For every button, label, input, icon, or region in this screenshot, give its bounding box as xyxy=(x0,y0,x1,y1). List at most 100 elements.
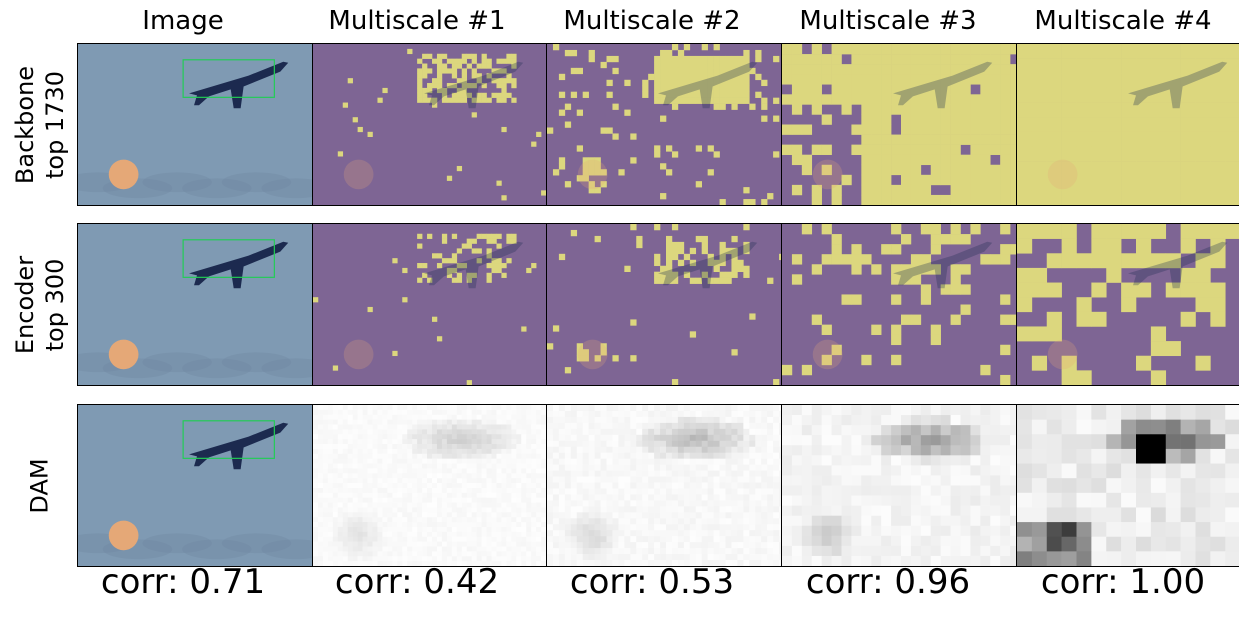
heat-cell xyxy=(382,512,388,518)
heat-cell xyxy=(713,494,720,501)
heat-cell xyxy=(521,429,527,435)
heat-cell xyxy=(1031,522,1048,538)
heat-cell xyxy=(387,444,393,450)
heat-cell xyxy=(689,446,697,454)
heat-cell xyxy=(671,524,679,531)
heat-cell xyxy=(980,465,991,476)
heat-cell xyxy=(521,492,527,498)
heat-cell xyxy=(541,556,547,562)
heat-cell xyxy=(612,536,619,543)
heat-cell xyxy=(1000,535,1011,547)
heat-cell xyxy=(719,464,726,471)
heat-cell xyxy=(547,452,554,459)
heat-cell xyxy=(516,531,522,538)
mask-cell xyxy=(1017,58,1033,74)
heat-cell xyxy=(342,473,349,479)
mask-cell xyxy=(910,194,922,205)
heat-cell xyxy=(606,530,613,537)
heat-cell xyxy=(773,422,780,430)
heat-cell xyxy=(1121,492,1137,508)
heat-cell xyxy=(422,522,428,528)
heat-cell xyxy=(387,424,393,430)
heat-cell xyxy=(831,525,842,537)
heat-cell xyxy=(642,446,649,454)
heat-cell xyxy=(422,507,428,513)
heat-cell xyxy=(427,507,433,513)
mask-cell xyxy=(755,73,762,81)
mask-cell xyxy=(901,44,912,55)
mask-cell xyxy=(791,184,803,196)
heat-cell xyxy=(377,434,383,440)
heat-cell xyxy=(441,561,448,566)
mask-cell xyxy=(466,53,472,59)
heat-cell xyxy=(725,470,732,477)
heat-cell xyxy=(618,536,625,543)
mask-cell xyxy=(588,49,595,57)
heat-cell xyxy=(382,536,388,542)
heat-cell xyxy=(531,483,537,489)
heat-cell xyxy=(1180,522,1196,538)
heat-cell xyxy=(382,468,388,474)
heat-cell xyxy=(313,522,319,528)
heat-cell xyxy=(1061,434,1077,450)
heat-cell xyxy=(402,561,408,566)
heat-cell xyxy=(749,422,756,430)
mask-cell xyxy=(1195,87,1211,103)
mask-cell xyxy=(725,61,732,69)
heat-cell xyxy=(767,512,774,519)
heat-cell xyxy=(491,517,497,523)
mask-cell xyxy=(901,274,912,285)
heat-cell xyxy=(761,542,768,549)
mask-cell xyxy=(990,254,1001,265)
heat-cell xyxy=(618,410,625,418)
heat-cell xyxy=(743,452,750,459)
heat-cell xyxy=(558,452,566,459)
mask-cell xyxy=(1121,175,1137,191)
heat-cell xyxy=(547,405,554,412)
mask-cell xyxy=(1195,175,1211,191)
mask-cell xyxy=(1091,190,1107,205)
heat-cell xyxy=(654,548,661,555)
heat-cell xyxy=(1150,492,1167,508)
heat-cell xyxy=(451,522,458,528)
heat-cell xyxy=(412,424,418,430)
heat-cell xyxy=(901,425,912,436)
heat-cell xyxy=(782,505,793,516)
heat-cell xyxy=(327,512,334,518)
mask-cell xyxy=(773,151,780,158)
heat-cell xyxy=(476,405,482,411)
heat-cell xyxy=(531,429,537,435)
heat-cell xyxy=(743,488,750,495)
heat-cell xyxy=(327,405,334,411)
heat-cell xyxy=(511,556,517,562)
heat-cell xyxy=(317,424,324,430)
heat-cell xyxy=(707,405,714,412)
heat-cell xyxy=(990,485,1001,496)
heat-cell xyxy=(642,488,649,495)
heat-cell xyxy=(407,424,413,430)
mask-cell xyxy=(612,355,619,362)
heat-cell xyxy=(861,445,872,456)
heat-cell xyxy=(950,425,961,436)
heat-cell xyxy=(526,541,532,547)
mask-cell xyxy=(980,54,991,65)
mask-cell xyxy=(1180,102,1196,118)
heat-cell xyxy=(461,473,468,479)
heat-cell xyxy=(1076,536,1092,552)
heat-cell xyxy=(471,526,477,533)
heat-cell xyxy=(382,429,388,435)
mask-cell xyxy=(731,271,738,278)
mask-cell xyxy=(851,264,862,275)
heat-cell xyxy=(332,419,339,425)
mask-cell xyxy=(990,164,1001,176)
heat-cell xyxy=(606,470,613,477)
heat-cell xyxy=(1076,448,1092,464)
heat-cell xyxy=(920,415,932,426)
heat-cell xyxy=(526,434,532,440)
heat-cell xyxy=(407,536,413,542)
mask-cell xyxy=(491,68,497,74)
mask-cell xyxy=(930,324,941,335)
mask-cell xyxy=(910,254,922,265)
heat-cell xyxy=(536,556,542,562)
heat-cell xyxy=(821,495,832,506)
